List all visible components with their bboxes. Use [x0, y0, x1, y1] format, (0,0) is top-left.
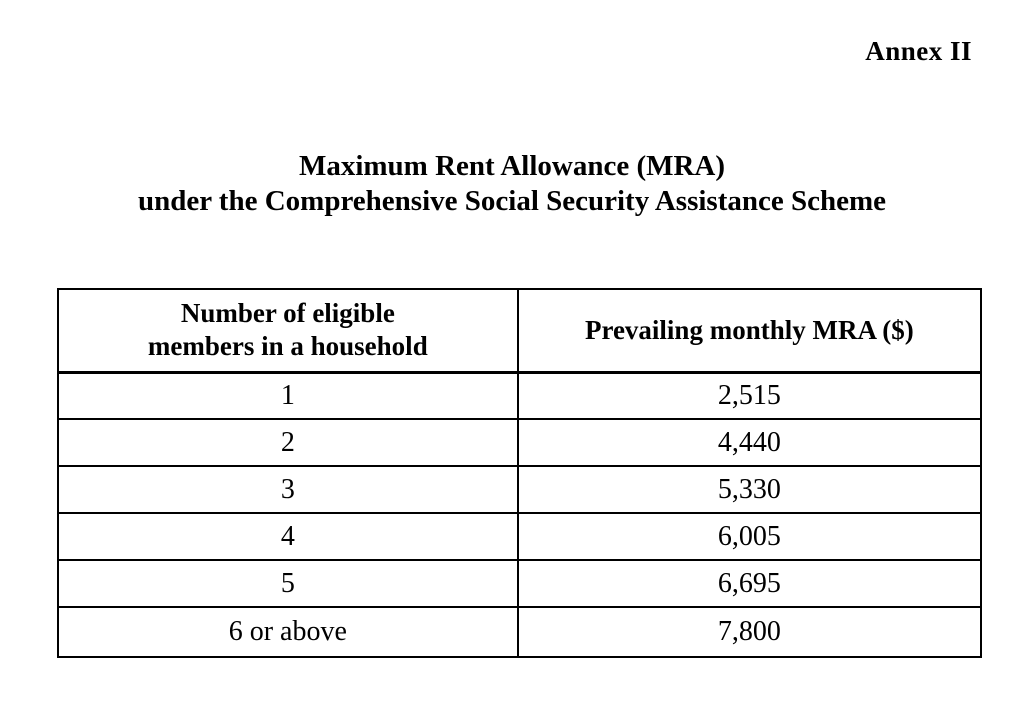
cell-members: 6 or above	[57, 606, 519, 658]
column-header-members-line2: members in a household	[147, 331, 428, 362]
column-header-members-line1: Number of eligible	[180, 298, 395, 329]
table-row: 5 6,695	[57, 559, 983, 608]
annex-label: Annex II	[865, 36, 972, 66]
table-header-row: Number of eligible members in a househol…	[57, 288, 983, 374]
table-row: 2 4,440	[57, 418, 983, 467]
document-title: Maximum Rent Allowance (MRA) under the C…	[0, 149, 1024, 219]
cell-members: 2	[57, 418, 519, 467]
cell-members: 1	[57, 371, 519, 420]
document-title-line2: under the Comprehensive Social Security …	[137, 185, 887, 217]
cell-mra: 2,515	[516, 371, 983, 420]
mra-table: Number of eligible members in a househol…	[57, 288, 983, 658]
table-row: 3 5,330	[57, 465, 983, 514]
cell-mra: 7,800	[516, 606, 983, 658]
column-header-mra: Prevailing monthly MRA ($)	[516, 288, 983, 374]
cell-members: 5	[57, 559, 519, 608]
column-header-members: Number of eligible members in a househol…	[57, 288, 519, 374]
cell-mra: 6,005	[516, 512, 983, 561]
table-row: 6 or above 7,800	[57, 606, 983, 658]
cell-mra: 6,695	[516, 559, 983, 608]
table-row: 4 6,005	[57, 512, 983, 561]
cell-mra: 4,440	[516, 418, 983, 467]
cell-members: 3	[57, 465, 519, 514]
document-title-line1: Maximum Rent Allowance (MRA)	[298, 150, 726, 182]
cell-mra: 5,330	[516, 465, 983, 514]
cell-members: 4	[57, 512, 519, 561]
table-row: 1 2,515	[57, 371, 983, 420]
